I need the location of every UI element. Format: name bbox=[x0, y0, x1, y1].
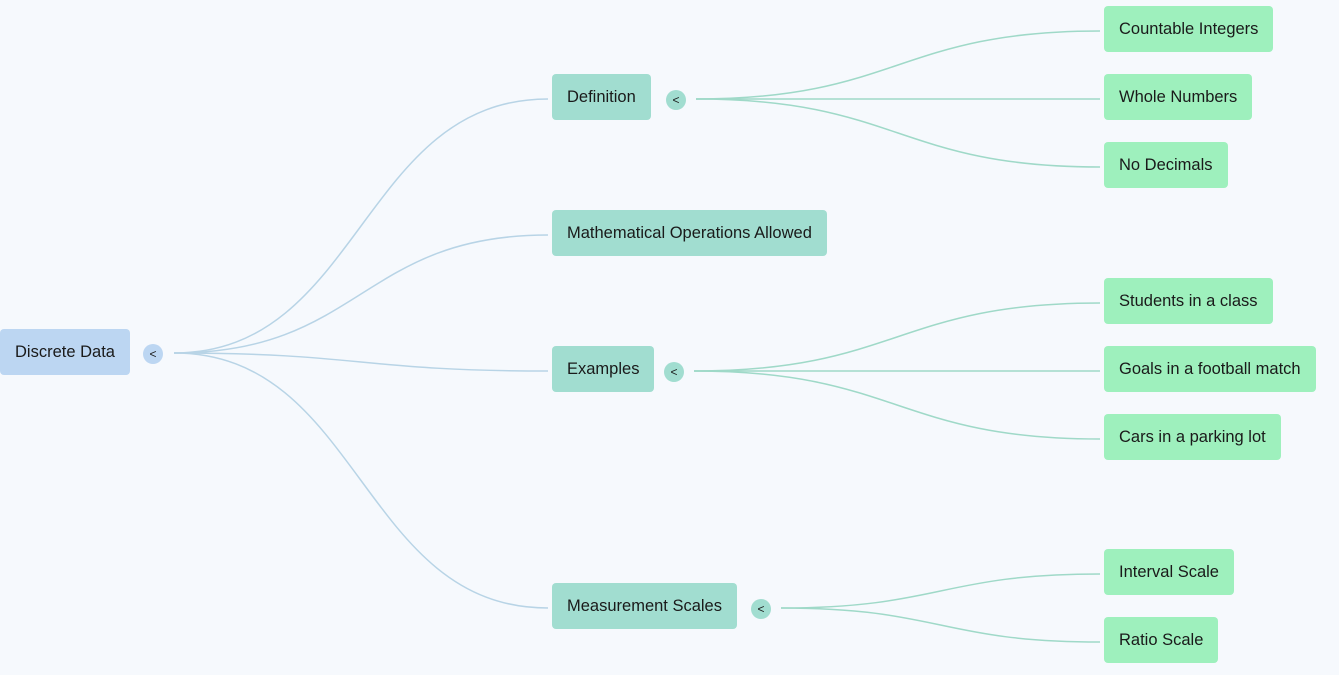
root-node[interactable]: Discrete Data bbox=[0, 329, 130, 375]
measurement-scales-collapse-toggle[interactable]: < bbox=[751, 599, 771, 619]
root-connector bbox=[173, 234, 549, 354]
leaf-label: Interval Scale bbox=[1119, 562, 1219, 581]
root-collapse-toggle[interactable]: < bbox=[143, 344, 163, 364]
leaf-label: Goals in a football match bbox=[1119, 359, 1301, 378]
branch-node-examples[interactable]: Examples bbox=[552, 346, 655, 392]
leaf-node[interactable]: Students in a class bbox=[1104, 278, 1273, 324]
branch-connector bbox=[695, 98, 1101, 168]
leaf-label: No Decimals bbox=[1119, 155, 1213, 174]
branch-connector bbox=[780, 573, 1101, 609]
branch-label: Measurement Scales bbox=[567, 596, 722, 615]
leaf-node[interactable]: No Decimals bbox=[1104, 142, 1228, 188]
leaf-label: Ratio Scale bbox=[1119, 630, 1204, 649]
leaf-node[interactable]: Countable Integers bbox=[1104, 6, 1274, 52]
leaf-label: Students in a class bbox=[1119, 291, 1258, 310]
branch-node-measurement-scales[interactable]: Measurement Scales bbox=[552, 583, 737, 629]
branch-connector bbox=[693, 370, 1101, 440]
root-label: Discrete Data bbox=[15, 342, 115, 361]
examples-collapse-toggle[interactable]: < bbox=[664, 362, 684, 382]
leaf-label: Cars in a parking lot bbox=[1119, 427, 1266, 446]
branch-connector bbox=[780, 607, 1101, 643]
leaf-node[interactable]: Interval Scale bbox=[1104, 549, 1234, 595]
leaf-node[interactable]: Cars in a parking lot bbox=[1104, 414, 1281, 460]
root-connector bbox=[173, 352, 549, 372]
definition-collapse-toggle[interactable]: < bbox=[666, 90, 686, 110]
root-connector bbox=[173, 98, 549, 354]
branch-connector bbox=[695, 30, 1101, 100]
branch-node-definition[interactable]: Definition bbox=[552, 74, 651, 120]
leaf-node[interactable]: Goals in a football match bbox=[1104, 346, 1316, 392]
leaf-label: Countable Integers bbox=[1119, 19, 1259, 38]
leaf-label: Whole Numbers bbox=[1119, 87, 1238, 106]
leaf-node[interactable]: Whole Numbers bbox=[1104, 74, 1253, 120]
branch-label: Definition bbox=[567, 87, 636, 106]
root-connector bbox=[173, 352, 549, 609]
leaf-node[interactable]: Ratio Scale bbox=[1104, 617, 1219, 663]
branch-connector bbox=[693, 302, 1101, 372]
branch-label: Examples bbox=[567, 359, 640, 378]
branch-node-mathematical-operations[interactable]: Mathematical Operations Allowed bbox=[552, 210, 827, 256]
branch-label: Mathematical Operations Allowed bbox=[567, 223, 812, 242]
